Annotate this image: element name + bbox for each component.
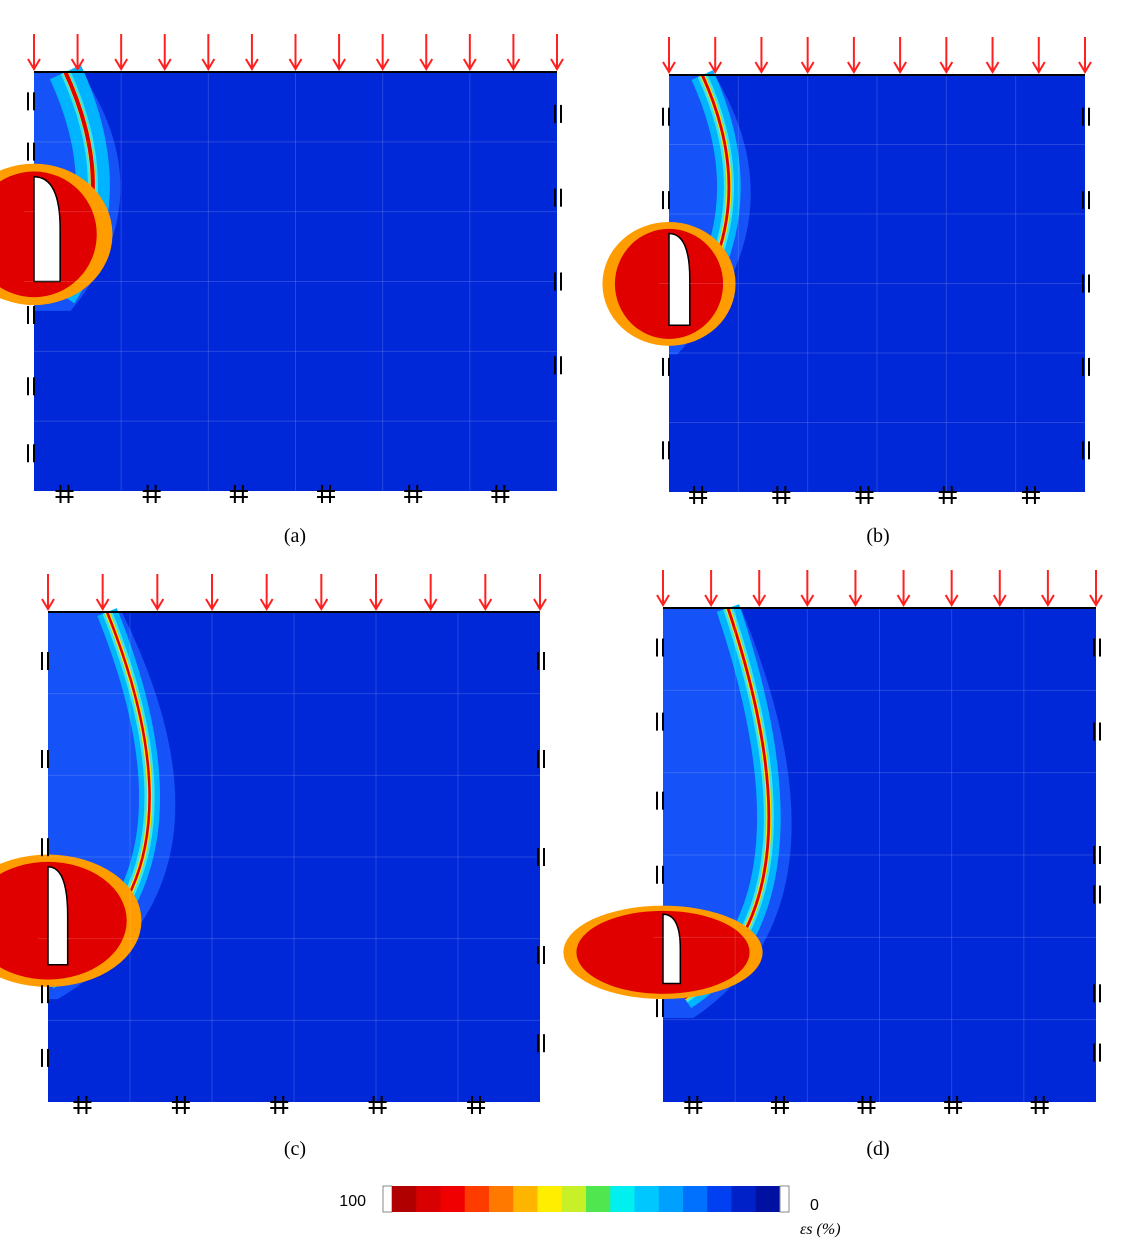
pin [55, 485, 74, 503]
panel-label: (b) [866, 525, 889, 547]
load-arrow [205, 574, 219, 611]
load-arrow [95, 574, 110, 611]
load-arrow [550, 34, 564, 71]
pin [944, 1096, 963, 1114]
load-arrow [985, 37, 1000, 74]
pin [689, 486, 708, 504]
load-arrow [1041, 570, 1055, 607]
pin [491, 485, 510, 503]
opening [33, 175, 61, 283]
pin [171, 1096, 190, 1114]
panel-label: (a) [284, 525, 306, 547]
load-arrow [533, 574, 547, 611]
load-arrow [662, 37, 676, 74]
opening [662, 913, 682, 985]
colorbar-swatch [392, 1186, 417, 1212]
load-arrow [800, 37, 815, 74]
load-arrow [704, 570, 718, 607]
colorbar-cap [382, 1185, 393, 1213]
panel [0, 574, 550, 1114]
panel-label: (c) [284, 1138, 306, 1160]
load-arrow [944, 570, 959, 607]
pin [317, 485, 336, 503]
opening [668, 232, 691, 326]
load-arrow [1078, 37, 1092, 74]
load-arrow [893, 37, 907, 74]
colorbar-swatch [731, 1186, 757, 1212]
pin [1021, 486, 1040, 504]
load-arrow [245, 34, 259, 71]
load-arrow [419, 34, 434, 71]
load-arrow [754, 37, 769, 74]
load-arrow [939, 37, 954, 74]
load-arrow [1031, 37, 1046, 74]
colorbar-swatch [755, 1186, 781, 1212]
load-arrow [314, 574, 329, 611]
load-arrow [369, 574, 383, 611]
colorbar-min: 0 [810, 1197, 819, 1214]
colorbar-swatch [586, 1186, 611, 1212]
load-arrow [656, 570, 670, 607]
colorbar-swatch [634, 1186, 660, 1212]
pin [770, 1096, 789, 1114]
load-arrow [157, 34, 172, 71]
load-arrow [423, 574, 438, 611]
colorbar-swatch [489, 1186, 514, 1212]
opening [47, 866, 69, 966]
load-arrow [506, 34, 521, 71]
colorbar-swatch [561, 1186, 587, 1212]
load-arrow [150, 574, 165, 611]
load-arrow [332, 34, 346, 71]
load-arrow [201, 34, 216, 71]
pin [229, 485, 248, 503]
pin [142, 485, 161, 503]
colorbar-swatch [610, 1186, 635, 1212]
load-arrow [27, 34, 41, 71]
pin [772, 486, 791, 504]
panel [0, 34, 567, 503]
pin [684, 1096, 703, 1114]
load-arrow [462, 34, 477, 71]
load-arrow [992, 570, 1007, 607]
load-arrow [848, 570, 863, 607]
colorbar-swatch [683, 1186, 708, 1212]
pin [270, 1096, 289, 1114]
load-arrow [847, 37, 861, 74]
panel-label: (d) [866, 1138, 889, 1160]
pin [368, 1096, 387, 1114]
load-arrow [375, 34, 390, 71]
load-arrow [288, 34, 303, 71]
colorbar-swatch [658, 1186, 684, 1212]
load-arrow [1089, 570, 1103, 607]
panel [602, 37, 1095, 504]
pin [73, 1096, 92, 1114]
load-arrow [70, 34, 85, 71]
pin [467, 1096, 486, 1114]
pin [404, 485, 423, 503]
colorbar-swatch [464, 1186, 490, 1212]
load-arrow [41, 574, 55, 611]
colorbar-cap [779, 1185, 790, 1213]
colorbar-swatch [513, 1186, 538, 1212]
load-arrow [708, 37, 723, 74]
pin [1030, 1096, 1049, 1114]
pin [855, 486, 874, 504]
load-arrow [752, 570, 767, 607]
panel-background [34, 72, 557, 491]
colorbar-label: εs (%) [800, 1221, 841, 1238]
pin [938, 486, 957, 504]
pin [857, 1096, 876, 1114]
colorbar-swatch [537, 1186, 563, 1212]
colorbar-swatch [416, 1186, 441, 1212]
load-arrow [896, 570, 911, 607]
load-arrow [800, 570, 815, 607]
colorbar-max: 100 [339, 1193, 366, 1210]
load-arrow [478, 574, 493, 611]
panel [563, 570, 1106, 1114]
load-arrow [259, 574, 274, 611]
colorbar-swatch [707, 1186, 732, 1212]
colorbar-swatch [440, 1186, 466, 1212]
load-arrow [114, 34, 129, 71]
